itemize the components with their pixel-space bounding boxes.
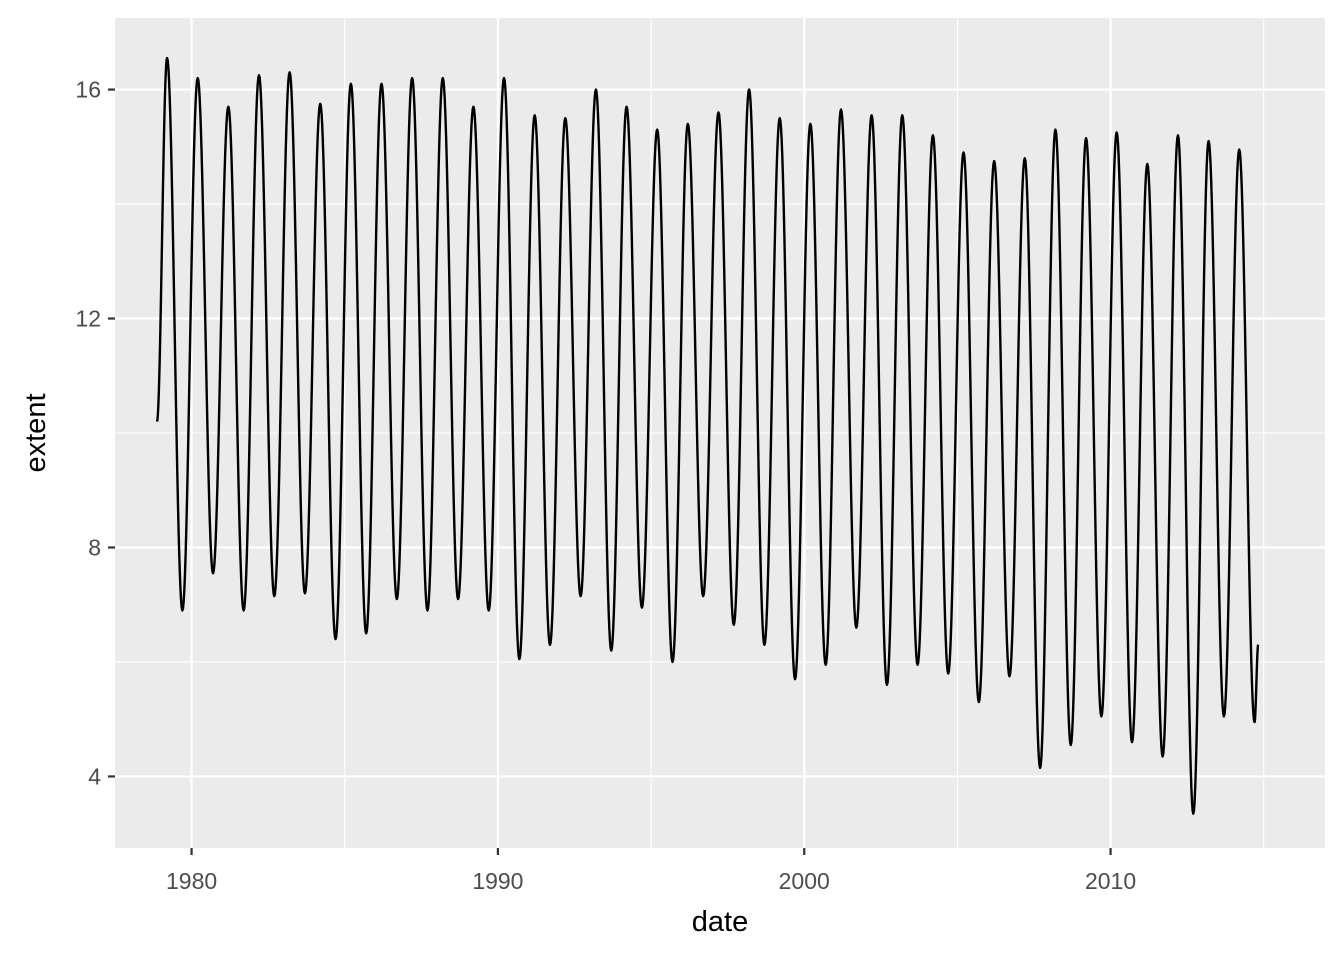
x-tick-label: 2010	[1085, 868, 1136, 894]
x-tick-label: 1980	[166, 868, 217, 894]
x-axis-title: date	[692, 906, 748, 938]
x-axis: 1980 1990 2000 2010	[166, 848, 1136, 894]
y-tick-label: 4	[88, 763, 101, 789]
y-tick-label: 8	[88, 534, 101, 560]
y-tick-label: 12	[75, 306, 101, 332]
major-gridlines	[115, 18, 1325, 848]
x-tick-label: 2000	[779, 868, 830, 894]
y-axis: 4 8 12 16	[75, 77, 115, 789]
x-tick-label: 1990	[472, 868, 523, 894]
extent-series-line	[155, 56, 1260, 815]
y-axis-title: extent	[20, 394, 52, 473]
y-tick-label: 16	[75, 77, 101, 103]
